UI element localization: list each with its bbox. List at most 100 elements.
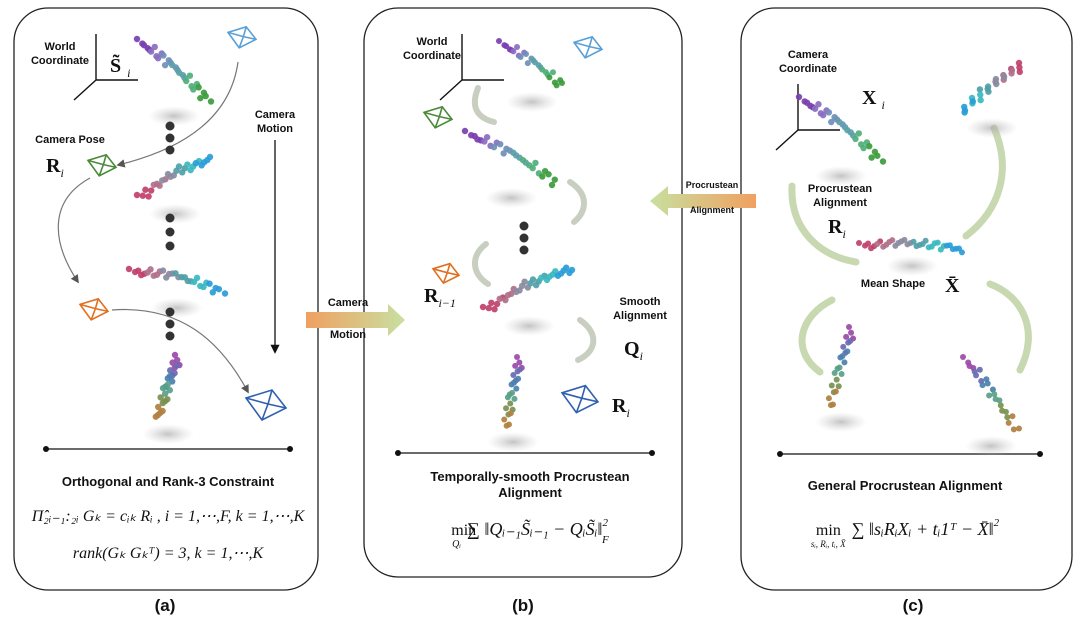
- point: [202, 92, 209, 100]
- point: [215, 285, 223, 293]
- point: [966, 363, 973, 370]
- label: Camera Pose: [35, 134, 105, 146]
- point: [183, 77, 190, 85]
- point: [865, 240, 872, 247]
- point: [843, 333, 850, 340]
- point: [166, 372, 174, 380]
- camera-base: [86, 153, 118, 177]
- camera-edge: [243, 35, 257, 41]
- point: [206, 280, 213, 287]
- point-cloud: [479, 264, 576, 336]
- math-label: Ri−1: [424, 285, 456, 310]
- point: [848, 329, 855, 336]
- connector-arrow: [306, 304, 405, 336]
- point: [148, 187, 155, 194]
- math-label: Qi: [624, 338, 643, 363]
- connector-label: Camera: [328, 297, 369, 309]
- camera-edge: [581, 397, 599, 403]
- point-cloud: [461, 127, 558, 208]
- point: [514, 44, 520, 51]
- panel-a: [13, 7, 319, 591]
- point: [151, 43, 158, 51]
- point: [501, 416, 508, 423]
- camera-edge: [90, 308, 97, 321]
- camera-edge: [438, 106, 443, 117]
- point: [997, 402, 1004, 409]
- point: [838, 370, 845, 377]
- camera-edge: [95, 307, 109, 313]
- point: [846, 324, 852, 330]
- point: [840, 343, 847, 350]
- camera-icon: [572, 35, 604, 59]
- point: [519, 156, 527, 164]
- point: [184, 161, 191, 168]
- point: [125, 265, 133, 273]
- point: [510, 48, 517, 55]
- point: [855, 130, 862, 137]
- point: [154, 411, 162, 419]
- point: [545, 171, 552, 178]
- shadow: [151, 298, 203, 318]
- point: [976, 366, 983, 373]
- arrows: [57, 61, 249, 394]
- label: World: [417, 36, 448, 48]
- point: [892, 242, 899, 249]
- camera-icon: [244, 389, 288, 422]
- point: [836, 364, 843, 371]
- shadow: [149, 204, 201, 224]
- point: [554, 272, 562, 279]
- point: [830, 401, 836, 408]
- point: [836, 118, 843, 126]
- label: Alignment: [613, 310, 667, 322]
- camera-edge: [588, 36, 593, 47]
- point: [513, 385, 520, 392]
- point: [979, 382, 986, 389]
- point: [999, 407, 1006, 414]
- camera-edge: [575, 397, 583, 413]
- panel-c: [740, 7, 1073, 591]
- camera-base: [431, 262, 461, 285]
- point: [506, 421, 512, 428]
- divider-end: [287, 446, 293, 452]
- point: [166, 386, 173, 394]
- ellipsis-dot: [165, 307, 175, 317]
- formula: rank(Gₖ Gₖᵀ) = 3, k = 1,⋯,K: [73, 545, 265, 562]
- point: [874, 152, 881, 159]
- point: [144, 269, 151, 276]
- point: [866, 143, 873, 150]
- point: [156, 182, 163, 189]
- point: [515, 375, 522, 382]
- label: Camera: [788, 49, 829, 61]
- point: [883, 241, 890, 248]
- point: [984, 83, 992, 90]
- point: [512, 362, 519, 369]
- point: [173, 362, 181, 369]
- point: [874, 241, 881, 248]
- camera-edge: [238, 36, 245, 49]
- ellipsis-dot: [165, 145, 175, 155]
- point: [860, 144, 867, 152]
- camera-icon: [560, 384, 600, 414]
- point: [207, 98, 215, 105]
- camera-edge: [442, 272, 449, 284]
- point: [514, 354, 520, 360]
- point: [546, 273, 553, 280]
- divider-end: [1037, 451, 1043, 457]
- point: [550, 69, 556, 76]
- point: [491, 306, 498, 313]
- point: [539, 66, 546, 73]
- point-cloud: [487, 354, 539, 452]
- point: [496, 38, 502, 44]
- point: [150, 181, 157, 188]
- point: [992, 396, 999, 403]
- point: [1000, 73, 1008, 81]
- camera-edge: [103, 163, 117, 169]
- point: [811, 105, 819, 112]
- point-cloud: [125, 265, 229, 318]
- point: [511, 395, 518, 402]
- ellipsis-dot: [165, 241, 175, 251]
- point: [147, 48, 155, 55]
- point: [221, 290, 229, 297]
